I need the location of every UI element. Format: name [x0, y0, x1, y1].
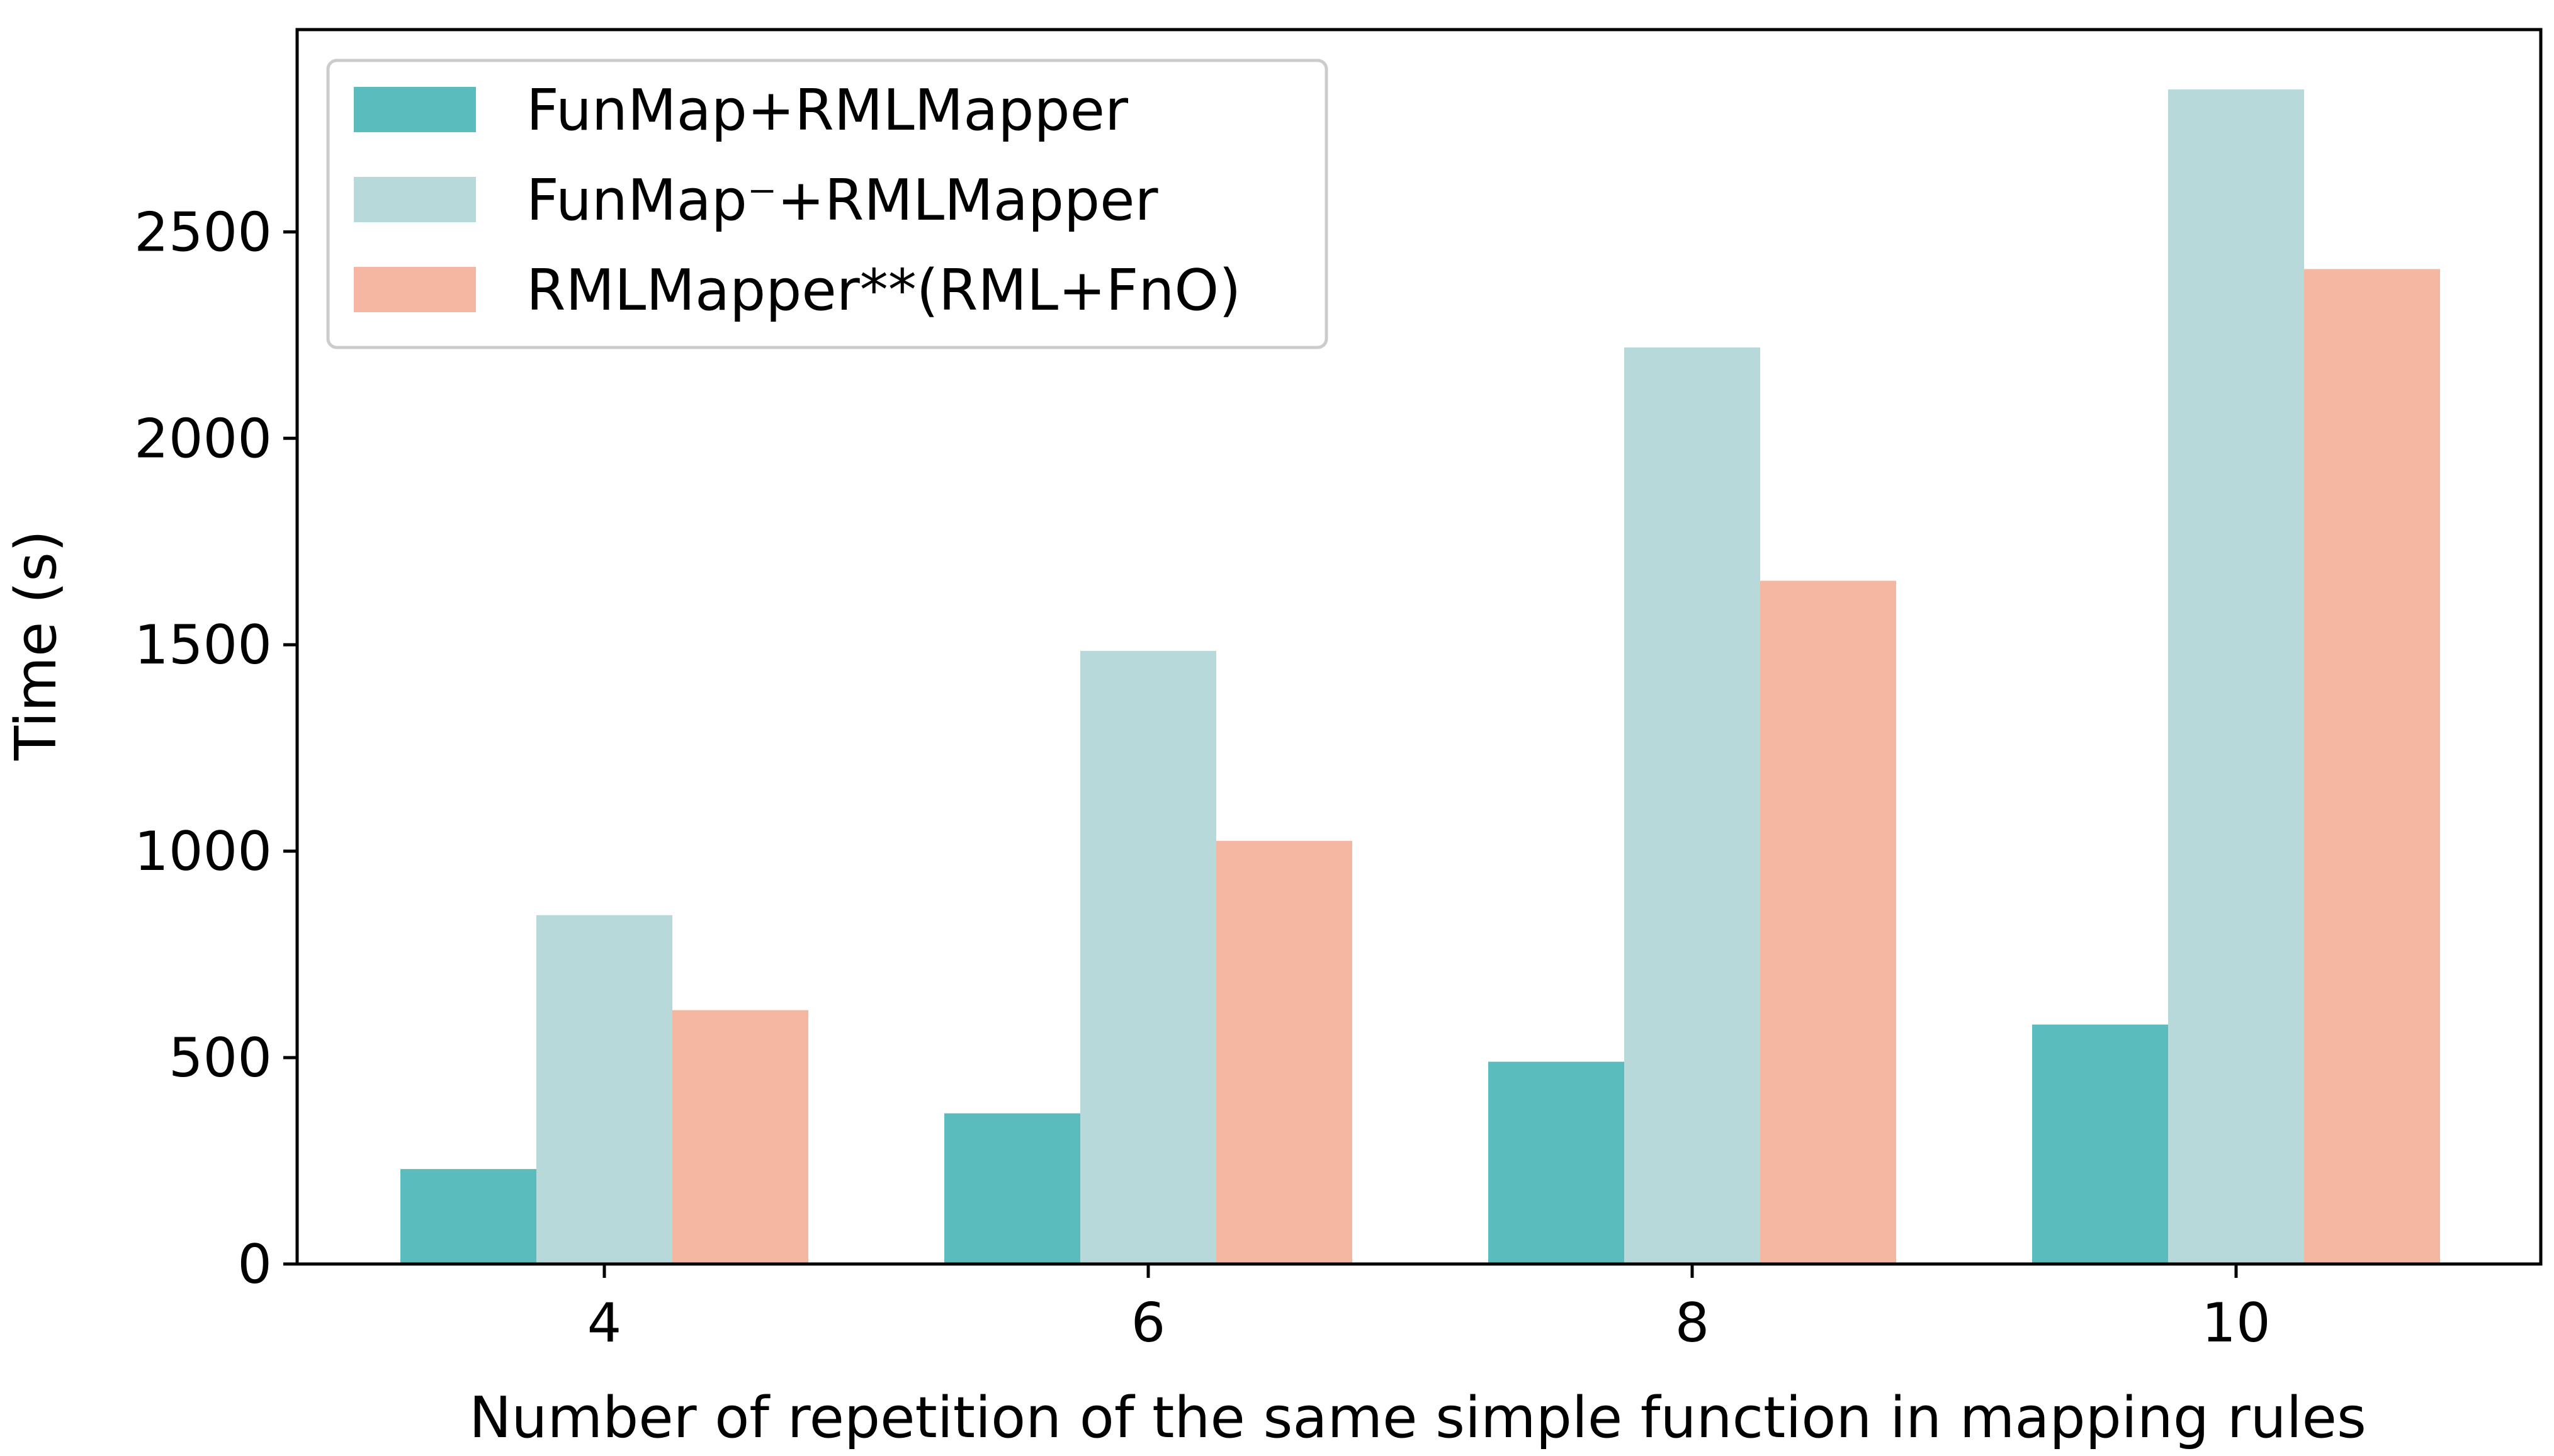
legend-swatch-2: [354, 267, 476, 312]
y-tick-label: 1000: [134, 820, 272, 883]
bar-series-1-category-4: [536, 915, 672, 1264]
y-tick-label: 2500: [134, 201, 272, 264]
plot-frame: [295, 28, 2543, 1266]
x-tick-label: 4: [587, 1292, 622, 1355]
x-axis-title: Number of repetition of the same simple …: [469, 1385, 2366, 1451]
legend-box: [326, 59, 1328, 349]
bar-series-0-category-4: [400, 1169, 536, 1264]
axes-layer: [295, 28, 2543, 1266]
bar-series-1-category-8: [1624, 347, 1760, 1264]
bar-series-0-category-8: [1488, 1061, 1624, 1264]
legend-swatch-0: [354, 87, 476, 132]
y-tick-label: 0: [237, 1233, 272, 1296]
ticks-layer: 0 500 1000 1500 2000 2500 4 6 8 10: [134, 201, 2271, 1355]
bar-series-0-category-10: [2032, 1024, 2168, 1264]
bar-series-2-category-10: [2304, 269, 2440, 1264]
legend-label-1: FunMap⁻+RMLMapper: [526, 167, 1158, 234]
bar-series-1-category-6: [1080, 651, 1216, 1264]
bar-series-2-category-8: [1760, 580, 1896, 1265]
y-tick-label: 2000: [134, 407, 272, 470]
bars-layer: [400, 89, 2440, 1265]
x-tick-label: 10: [2201, 1292, 2270, 1355]
bar-series-1-category-10: [2168, 89, 2304, 1265]
bar-series-0-category-6: [944, 1113, 1080, 1264]
x-tick-label: 6: [1131, 1292, 1166, 1355]
x-tick-label: 8: [1675, 1292, 1710, 1355]
legend-swatch-1: [354, 177, 476, 222]
legend-label-2: RMLMapper**(RML+FnO): [526, 257, 1241, 324]
bar-series-2-category-6: [1216, 840, 1352, 1264]
y-axis-title: Time (s): [3, 530, 69, 761]
legend: FunMap+RMLMapper FunMap⁻+RMLMapper RMLMapp…: [326, 59, 1328, 349]
y-tick-label: 1500: [134, 614, 272, 677]
legend-label-0: FunMap+RMLMapper: [526, 77, 1128, 144]
y-tick-label: 500: [169, 1027, 272, 1090]
bar-series-2-category-4: [672, 1010, 808, 1264]
